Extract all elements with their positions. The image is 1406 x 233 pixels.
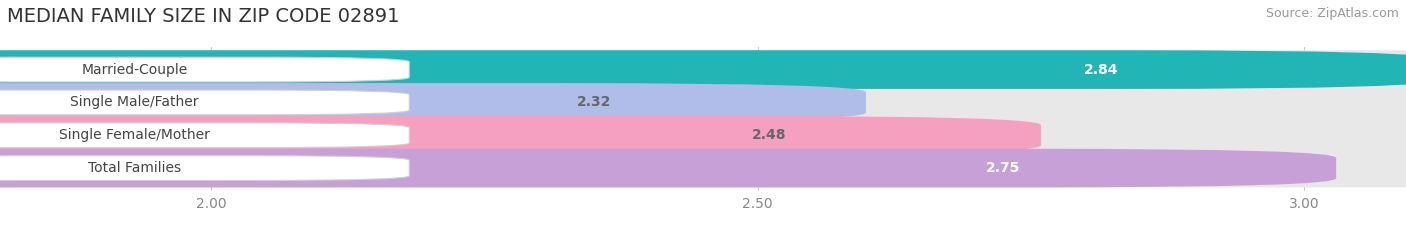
FancyBboxPatch shape (0, 83, 1406, 122)
Text: MEDIAN FAMILY SIZE IN ZIP CODE 02891: MEDIAN FAMILY SIZE IN ZIP CODE 02891 (7, 7, 399, 26)
Text: 2.84: 2.84 (1084, 63, 1119, 77)
Text: 2.75: 2.75 (986, 161, 1021, 175)
Text: Married-Couple: Married-Couple (82, 63, 187, 77)
FancyBboxPatch shape (0, 156, 409, 180)
FancyBboxPatch shape (0, 83, 866, 122)
Text: Source: ZipAtlas.com: Source: ZipAtlas.com (1265, 7, 1399, 20)
FancyBboxPatch shape (0, 50, 1406, 89)
FancyBboxPatch shape (0, 116, 1406, 154)
FancyBboxPatch shape (0, 50, 1406, 89)
Text: Total Families: Total Families (87, 161, 181, 175)
FancyBboxPatch shape (0, 57, 409, 82)
Text: 2.32: 2.32 (578, 96, 612, 110)
FancyBboxPatch shape (0, 90, 409, 115)
FancyBboxPatch shape (0, 116, 1040, 154)
FancyBboxPatch shape (0, 149, 1406, 187)
Text: 2.48: 2.48 (752, 128, 787, 142)
Text: Single Female/Mother: Single Female/Mother (59, 128, 209, 142)
Text: Single Male/Father: Single Male/Father (70, 96, 198, 110)
FancyBboxPatch shape (0, 123, 409, 148)
FancyBboxPatch shape (0, 149, 1336, 187)
